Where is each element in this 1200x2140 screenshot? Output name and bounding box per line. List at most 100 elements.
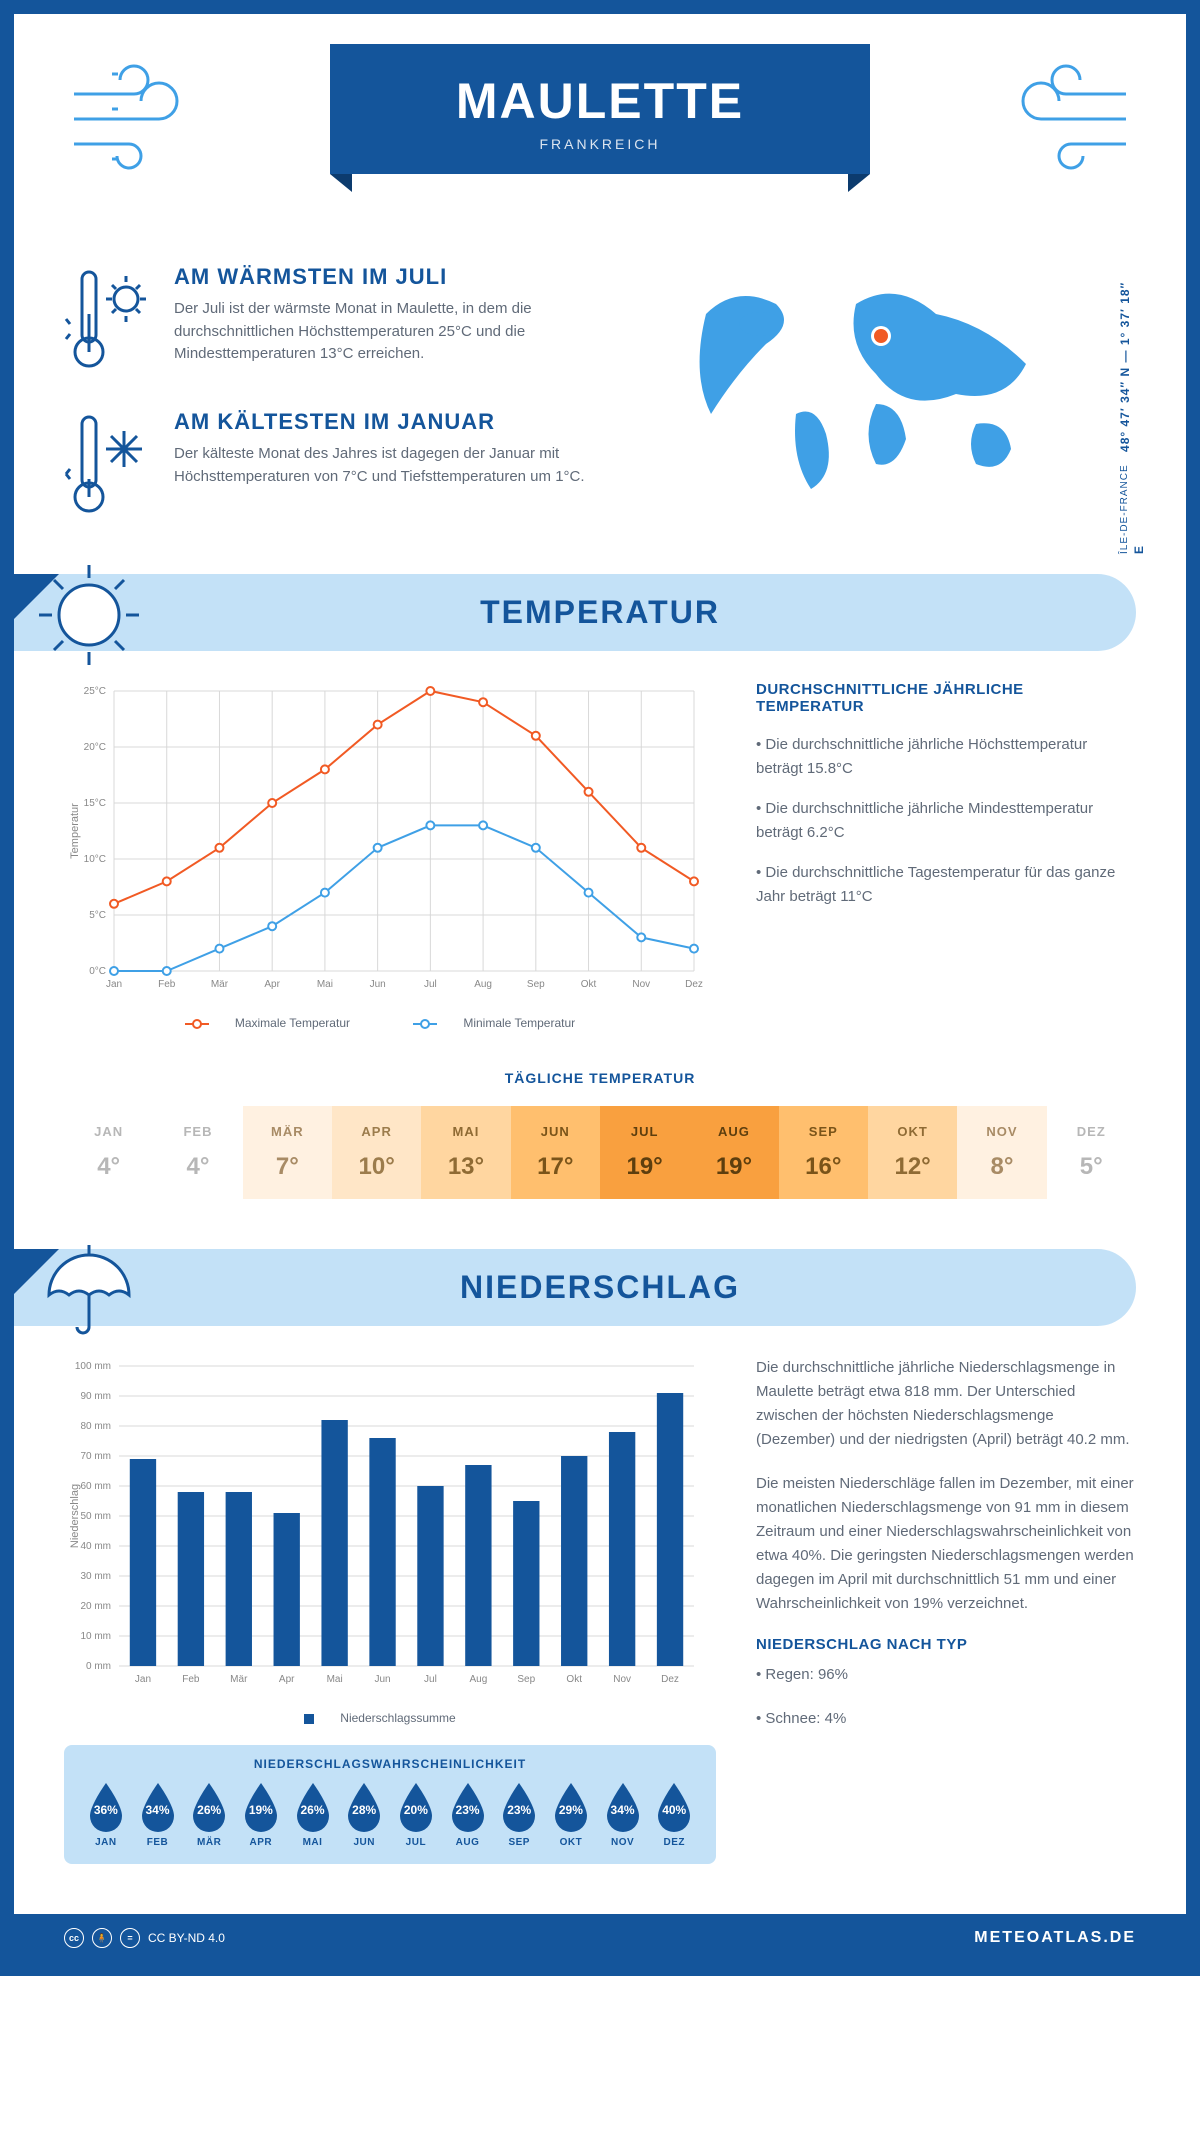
svg-text:Mai: Mai [317, 979, 333, 990]
svg-text:Dez: Dez [685, 979, 703, 990]
section-banner-precipitation: NIEDERSCHLAG [14, 1249, 1136, 1326]
nd-icon: = [120, 1928, 140, 1948]
warmest-block: AM WÄRMSTEN IM JULI Der Juli ist der wär… [64, 264, 636, 379]
svg-text:20°C: 20°C [84, 742, 106, 753]
coldest-title: AM KÄLTESTEN IM JANUAR [174, 409, 594, 435]
cc-icon: cc [64, 1928, 84, 1948]
svg-text:Sep: Sep [517, 1674, 535, 1685]
precip-prob-cell: 26% MÄR [183, 1781, 235, 1848]
svg-text:Niederschlag: Niederschlag [69, 1484, 81, 1548]
svg-text:Feb: Feb [182, 1674, 200, 1685]
chart-legend: Maximale Temperatur Minimale Temperatur [64, 1016, 716, 1030]
svg-text:Apr: Apr [279, 1674, 295, 1685]
precip-p1: Die durchschnittliche jährliche Niedersc… [756, 1356, 1136, 1452]
drop-icon: 34% [602, 1781, 644, 1833]
svg-text:80 mm: 80 mm [80, 1421, 111, 1432]
section-title: NIEDERSCHLAG [64, 1269, 1136, 1306]
svg-text:Jan: Jan [106, 979, 122, 990]
daily-cell: AUG19° [689, 1106, 778, 1199]
svg-text:10 mm: 10 mm [80, 1631, 111, 1642]
daily-temp-strip: JAN4°FEB4°MÄR7°APR10°MAI13°JUN17°JUL19°A… [64, 1106, 1136, 1199]
drop-icon: 34% [137, 1781, 179, 1833]
daily-cell: APR10° [332, 1106, 421, 1199]
site-name: METEOATLAS.DE [974, 1929, 1136, 1947]
daily-cell: MAI13° [421, 1106, 510, 1199]
drop-icon: 23% [498, 1781, 540, 1833]
precip-type-bullet: • Schnee: 4% [756, 1707, 1136, 1731]
svg-text:Sep: Sep [527, 979, 545, 990]
page-footer: cc 🧍 = CC BY-ND 4.0 METEOATLAS.DE [14, 1914, 1186, 1962]
temp-bullet: • Die durchschnittliche jährliche Höchst… [756, 733, 1136, 781]
precip-prob-cell: 36% JAN [80, 1781, 132, 1848]
info-row: AM WÄRMSTEN IM JULI Der Juli ist der wär… [64, 264, 1136, 554]
drop-icon: 40% [653, 1781, 695, 1833]
umbrella-icon [34, 1235, 144, 1345]
svg-text:60 mm: 60 mm [80, 1481, 111, 1492]
svg-text:10°C: 10°C [84, 854, 106, 865]
daily-cell: FEB4° [153, 1106, 242, 1199]
svg-text:Nov: Nov [613, 1674, 631, 1685]
svg-text:30 mm: 30 mm [80, 1571, 111, 1582]
drop-icon: 26% [188, 1781, 230, 1833]
svg-text:Okt: Okt [581, 979, 597, 990]
precip-prob-cell: 26% MAI [287, 1781, 339, 1848]
warmest-text: Der Juli ist der wärmste Monat in Maulet… [174, 298, 594, 366]
svg-text:100 mm: 100 mm [75, 1361, 111, 1372]
legend-min: Minimale Temperatur [463, 1016, 575, 1030]
svg-text:Aug: Aug [469, 1674, 487, 1685]
title-banner: MAULETTE FRANKREICH [330, 44, 870, 174]
precip-prob-cell: 23% SEP [493, 1781, 545, 1848]
drop-icon: 36% [85, 1781, 127, 1833]
drop-icon: 29% [550, 1781, 592, 1833]
precip-prob-cell: 19% APR [235, 1781, 287, 1848]
sun-icon [34, 560, 144, 670]
daily-cell: NOV8° [957, 1106, 1046, 1199]
precipitation-chart: 0 mm10 mm20 mm30 mm40 mm50 mm60 mm70 mm8… [64, 1356, 716, 1725]
section-title: TEMPERATUR [64, 594, 1136, 631]
svg-text:50 mm: 50 mm [80, 1511, 111, 1522]
svg-text:0 mm: 0 mm [86, 1661, 111, 1672]
drop-icon: 20% [395, 1781, 437, 1833]
region-label: ÎLE-DE-FRANCE [1119, 464, 1130, 554]
precip-prob-title: NIEDERSCHLAGSWAHRSCHEINLICHKEIT [80, 1757, 700, 1771]
svg-text:70 mm: 70 mm [80, 1451, 111, 1462]
svg-text:Jun: Jun [374, 1674, 390, 1685]
svg-text:Mär: Mär [211, 979, 229, 990]
precip-type-bullet: • Regen: 96% [756, 1663, 1136, 1687]
daily-cell: MÄR7° [243, 1106, 332, 1199]
precip-prob-cell: 23% AUG [442, 1781, 494, 1848]
thermometer-sun-icon [64, 264, 154, 379]
by-icon: 🧍 [92, 1928, 112, 1948]
daily-cell: SEP16° [779, 1106, 868, 1199]
svg-text:Jun: Jun [370, 979, 386, 990]
drop-icon: 19% [240, 1781, 282, 1833]
drop-icon: 23% [447, 1781, 489, 1833]
wind-icon [986, 64, 1136, 184]
svg-text:Okt: Okt [566, 1674, 582, 1685]
coldest-text: Der kälteste Monat des Jahres ist dagege… [174, 443, 594, 488]
svg-text:15°C: 15°C [84, 798, 106, 809]
svg-text:Dez: Dez [661, 1674, 679, 1685]
page-country: FRANKREICH [330, 136, 870, 152]
coordinates: ÎLE-DE-FRANCE 48° 47′ 34″ N — 1° 37′ 18″… [1118, 274, 1146, 554]
daily-cell: DEZ5° [1047, 1106, 1136, 1199]
svg-text:Mai: Mai [327, 1674, 343, 1685]
warmest-title: AM WÄRMSTEN IM JULI [174, 264, 594, 290]
precip-prob-cell: 40% DEZ [648, 1781, 700, 1848]
temp-summary-title: DURCHSCHNITTLICHE JÄHRLICHE TEMPERATUR [756, 681, 1136, 715]
thermometer-snow-icon [64, 409, 154, 524]
temperature-chart: 0°C5°C10°C15°C20°C25°CJanFebMärAprMaiJun… [64, 681, 716, 1030]
daily-cell: OKT12° [868, 1106, 957, 1199]
precip-p2: Die meisten Niederschläge fallen im Deze… [756, 1472, 1136, 1616]
precip-type-title: NIEDERSCHLAG NACH TYP [756, 1636, 1136, 1653]
coldest-block: AM KÄLTESTEN IM JANUAR Der kälteste Mona… [64, 409, 636, 524]
svg-text:Temperatur: Temperatur [69, 803, 81, 859]
svg-text:90 mm: 90 mm [80, 1391, 111, 1402]
daily-cell: JAN4° [64, 1106, 153, 1199]
chart-legend: Niederschlagssumme [64, 1711, 716, 1725]
wind-icon [64, 64, 214, 184]
precip-prob-cell: 28% JUN [338, 1781, 390, 1848]
svg-text:Apr: Apr [264, 979, 280, 990]
precip-prob-cell: 34% FEB [132, 1781, 184, 1848]
svg-text:20 mm: 20 mm [80, 1601, 111, 1612]
